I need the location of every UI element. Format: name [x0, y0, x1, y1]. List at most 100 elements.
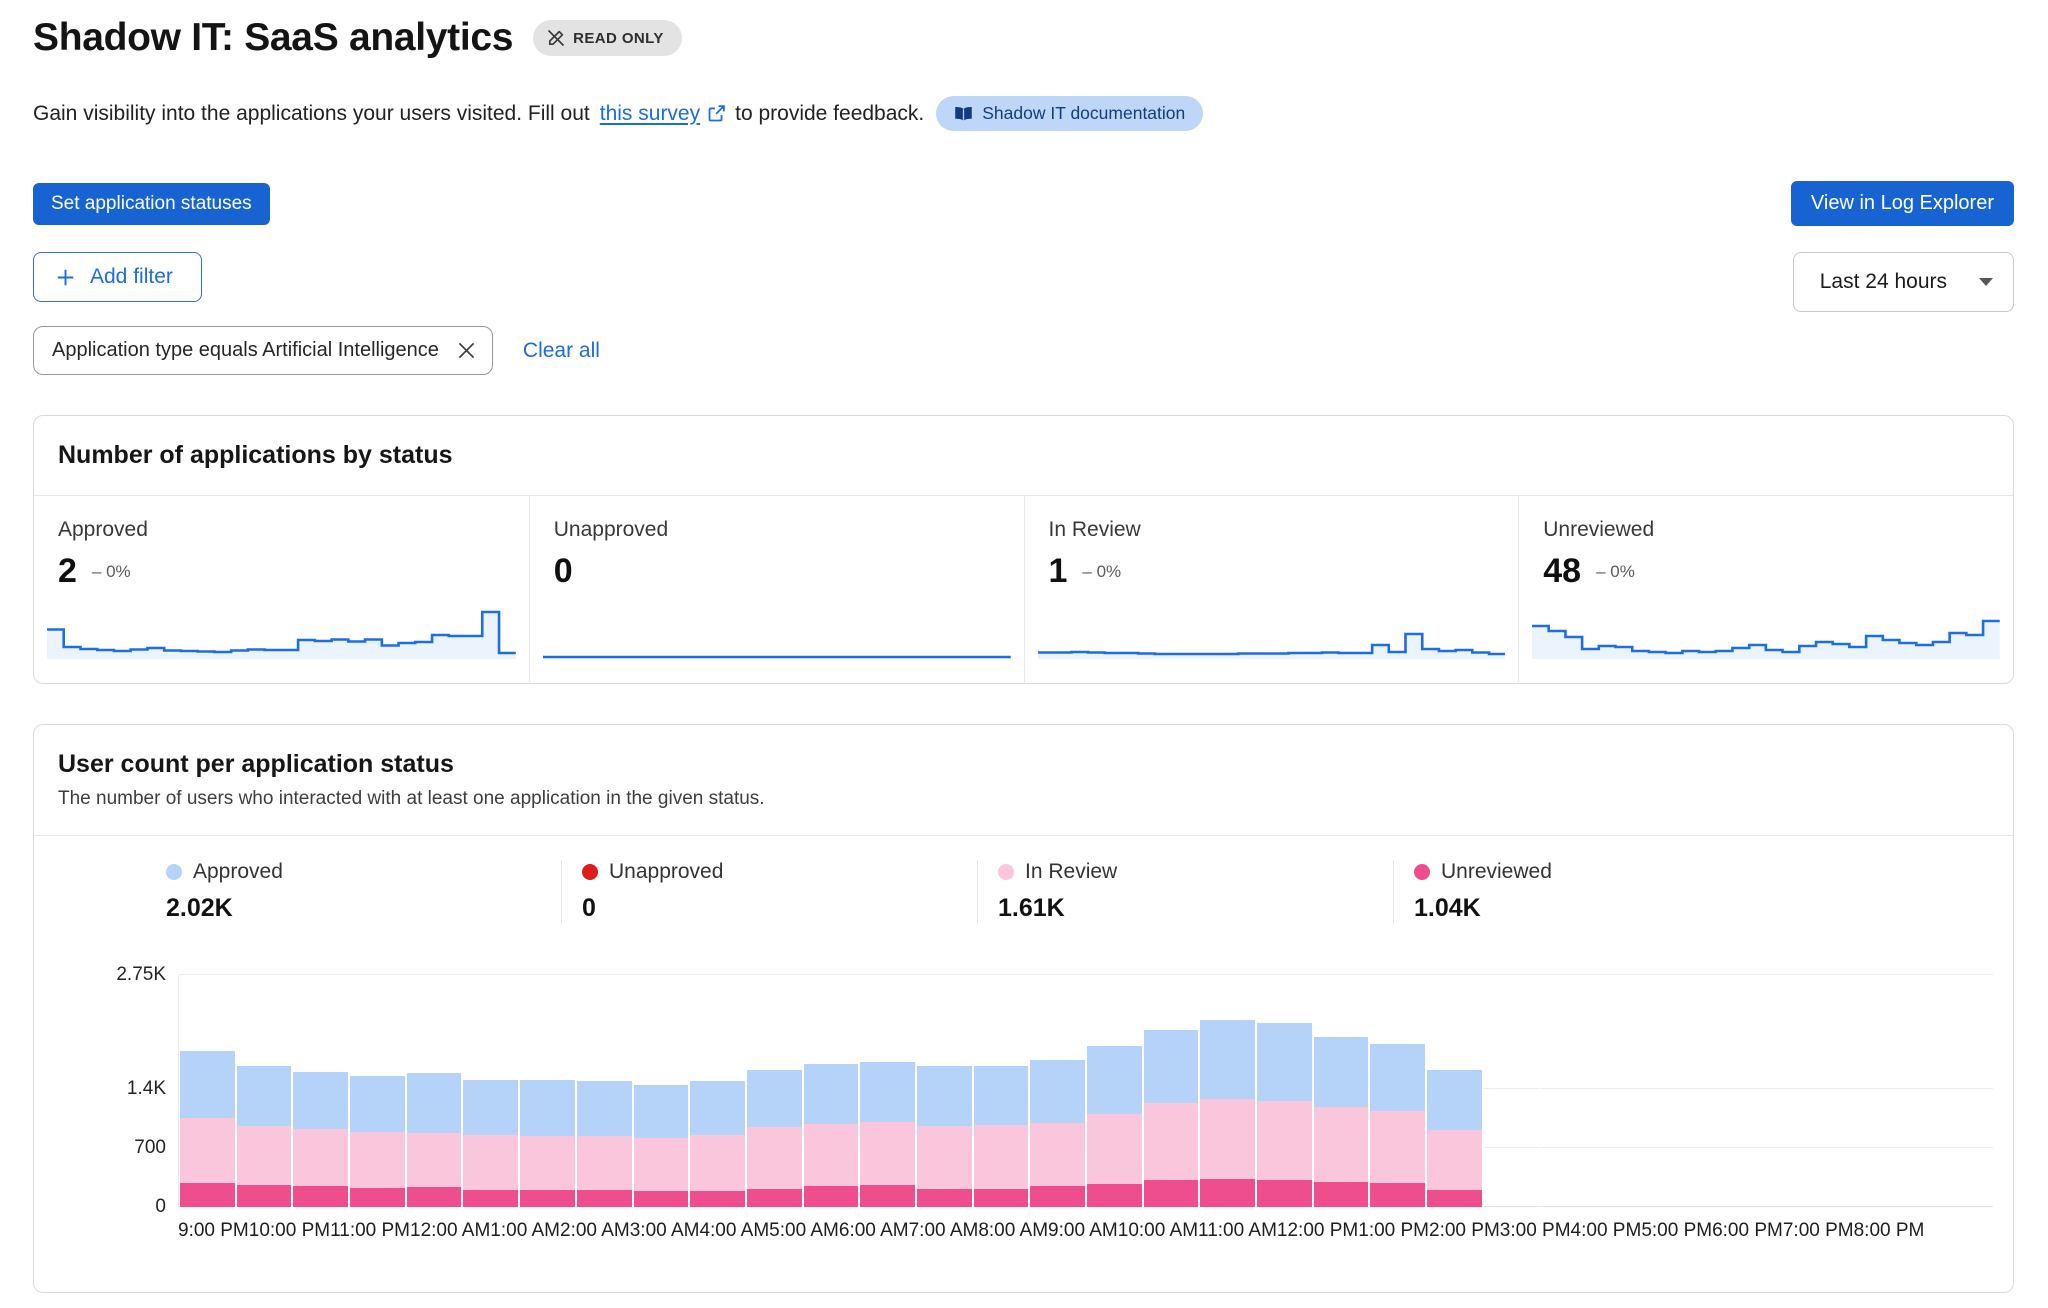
legend-dot — [1414, 864, 1430, 880]
stacked-bar[interactable] — [1086, 975, 1143, 1207]
user-card-header: User count per application status The nu… — [34, 725, 2013, 836]
bar-segment — [803, 1064, 859, 1124]
subtitle-text: Gain visibility into the applications yo… — [33, 101, 590, 125]
page-header: Shadow IT: SaaS analytics READ ONLY — [33, 14, 2014, 62]
survey-link[interactable]: this survey — [599, 101, 701, 125]
filter-chip-label: Application type equals Artificial Intel… — [52, 339, 439, 361]
stacked-bar[interactable] — [1426, 975, 1483, 1207]
legend-item[interactable]: In Review 1.61K — [978, 860, 1394, 923]
pencil-slash-icon — [547, 29, 565, 47]
x-axis-tick: 6:00 PM — [1712, 1220, 1783, 1241]
stacked-bar[interactable] — [1029, 975, 1086, 1207]
bar-slot — [1086, 975, 1143, 1207]
bar-slot — [1369, 975, 1427, 1207]
status-tile-delta: – 0% — [1082, 561, 1122, 581]
legend-label: Approved — [193, 860, 283, 883]
stacked-bar[interactable] — [632, 975, 690, 1207]
bar-segment — [576, 1081, 632, 1136]
legend-item-top: In Review — [998, 860, 1393, 884]
x-axis-tick: 7:00 PM — [1782, 1220, 1854, 1241]
stacked-bar[interactable] — [1256, 975, 1313, 1207]
y-axis-tick: 0 — [155, 1196, 166, 1217]
set-application-statuses-button[interactable]: Set application statuses — [33, 182, 270, 225]
bar-segment — [633, 1138, 689, 1192]
stacked-bar[interactable] — [859, 975, 916, 1207]
stacked-bar[interactable] — [519, 975, 576, 1207]
stacked-bar[interactable] — [1199, 975, 1257, 1207]
y-axis-tick: 700 — [134, 1136, 166, 1158]
bar-segment — [1313, 1107, 1369, 1183]
bar-segment — [1257, 1023, 1312, 1101]
applications-card-header: Number of applications by status — [34, 416, 2013, 496]
bar-segment — [576, 1190, 632, 1207]
x-axis-tick: 8:00 AM — [978, 1220, 1049, 1241]
close-icon[interactable] — [457, 341, 476, 360]
bar-slot — [179, 975, 236, 1207]
clear-all-link[interactable]: Clear all — [522, 338, 600, 362]
bar-segment — [916, 1125, 972, 1190]
stacked-bar[interactable] — [745, 975, 803, 1207]
status-tile-value-row: 48 – 0% — [1543, 552, 1989, 591]
external-link-icon[interactable] — [707, 104, 726, 123]
bar-segment — [1087, 1114, 1142, 1185]
status-tile-value: 48 — [1543, 552, 1582, 590]
bar-segment — [350, 1076, 405, 1133]
bar-segment — [633, 1084, 689, 1139]
documentation-badge[interactable]: Shadow IT documentation — [936, 96, 1204, 131]
stacked-bar[interactable] — [972, 975, 1030, 1207]
bar-segment — [293, 1128, 349, 1186]
add-filter-button[interactable]: Add filter — [33, 252, 202, 302]
legend-item[interactable]: Approved 2.02K — [146, 860, 562, 923]
bar-segment — [803, 1123, 859, 1186]
status-tile-label: Unapproved — [553, 518, 669, 541]
bar-segment — [1200, 1179, 1256, 1207]
stacked-bar[interactable] — [1142, 975, 1200, 1207]
stacked-bar[interactable] — [802, 975, 860, 1207]
stacked-bar-chart: 0 700 1.4K 2.75K 9:00 PM 10:00 PM 11:00 PM 12:… — [116, 964, 1993, 1292]
bar-slot — [1482, 975, 1540, 1207]
stacked-bar[interactable] — [689, 975, 746, 1207]
bar-slot — [1256, 975, 1313, 1207]
status-tile-delta: – 0% — [91, 561, 131, 581]
bar-slot — [802, 975, 860, 1207]
stacked-bar[interactable] — [179, 975, 236, 1207]
legend-label: Unapproved — [609, 860, 724, 883]
stacked-bar[interactable] — [1482, 975, 1540, 1207]
stacked-bar[interactable] — [1369, 975, 1427, 1207]
x-axis-tick: 1:00 PM — [1358, 1220, 1430, 1241]
chart-plot: 0 700 1.4K 2.75K — [116, 964, 1993, 1217]
bar-segment — [236, 1184, 292, 1207]
stacked-bar[interactable] — [405, 975, 463, 1207]
status-tile-value-row: 2 – 0% — [58, 552, 505, 591]
time-range-select[interactable]: Last 24 hours — [1792, 252, 2014, 312]
read-only-badge: READ ONLY — [533, 20, 682, 56]
x-axis-tick: 2:00 AM — [560, 1220, 630, 1241]
y-axis-tick: 2.75K — [116, 964, 166, 985]
bar-segment — [1143, 1180, 1199, 1207]
x-axis-tick: 11:00 PM — [330, 1220, 411, 1241]
bar-segment — [1200, 1098, 1256, 1180]
legend-item[interactable]: Unapproved 0 — [562, 860, 978, 923]
legend-item[interactable]: Unreviewed 1.04K — [1394, 860, 1810, 923]
stacked-bar[interactable] — [1312, 975, 1370, 1207]
bar-segment — [1427, 1189, 1482, 1207]
stacked-bar[interactable] — [575, 975, 633, 1207]
stacked-bar[interactable] — [292, 975, 350, 1207]
status-tile: Unapproved 0 — [528, 496, 1024, 683]
bar-segment — [973, 1124, 1029, 1190]
stacked-bar[interactable] — [349, 975, 406, 1207]
filter-chip[interactable]: Application type equals Artificial Intel… — [33, 326, 493, 375]
bar-segment — [236, 1125, 292, 1185]
bar-slot — [292, 975, 350, 1207]
stacked-bar[interactable] — [235, 975, 293, 1207]
bar-slot — [349, 975, 406, 1207]
bar-slot — [1142, 975, 1200, 1207]
stacked-bar[interactable] — [915, 975, 973, 1207]
sparkline-chart — [542, 603, 1011, 659]
stacked-bar[interactable] — [462, 975, 520, 1207]
status-tile-value: 2 — [58, 552, 77, 590]
bar-segment — [860, 1122, 915, 1186]
applications-by-status-card: Number of applications by status Approve… — [33, 415, 2014, 684]
bar-segment — [803, 1185, 859, 1207]
view-in-log-explorer-button[interactable]: View in Log Explorer — [1790, 181, 2014, 226]
